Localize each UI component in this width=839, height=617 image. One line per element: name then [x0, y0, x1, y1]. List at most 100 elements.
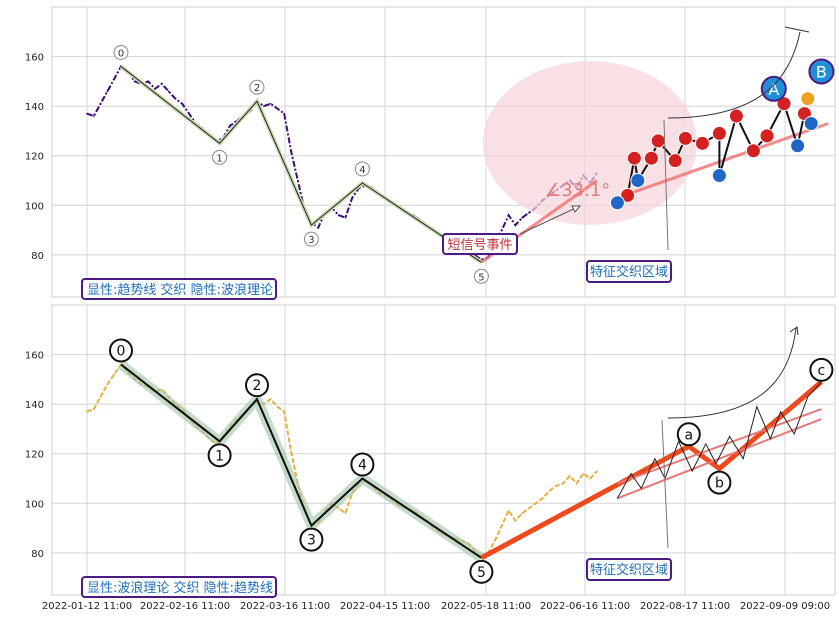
wave-line: [120, 66, 482, 263]
sell-signal-marker: [694, 135, 710, 151]
x-tick-label: 2022-04-15 11:00: [340, 601, 430, 612]
wave-label-circle: [113, 44, 129, 60]
y-tick-label: 160: [25, 53, 44, 64]
price-point: [528, 507, 530, 510]
price-point: [582, 472, 585, 475]
price-point: [161, 83, 163, 85]
wave-label: 2: [253, 378, 262, 394]
projection-cap: [784, 26, 810, 33]
sell-signal-marker: [643, 150, 659, 166]
price-point: [344, 216, 347, 219]
y-tick-label: 80: [31, 251, 44, 262]
big-marker-a: [760, 75, 787, 102]
price-point: [86, 112, 88, 115]
wave-label: 4: [359, 165, 365, 176]
price-point: [337, 214, 340, 217]
bottom-annotations: 特征交织区域: [586, 326, 822, 581]
bottom-legend-text: 显性:波浪理论 交织 隐性:趋势线: [87, 580, 273, 596]
orange-signal-marker: [800, 91, 816, 107]
x-tick-label: 2022-09-09 09:00: [740, 601, 830, 612]
price-point: [317, 226, 320, 229]
y-tick-label: 140: [25, 102, 44, 113]
price-point: [507, 509, 510, 512]
price-point: [535, 502, 537, 505]
wave-label-circle: [245, 373, 269, 398]
price-point: [113, 78, 115, 80]
price-point: [188, 112, 190, 115]
x-tick-label: 2022-08-17 11:00: [640, 601, 730, 612]
price-point: [528, 211, 530, 214]
wave-label: 2: [254, 83, 260, 94]
price-point: [99, 102, 102, 105]
price-point: [555, 485, 557, 487]
price-point: [337, 507, 340, 510]
price-point: [106, 383, 109, 386]
wave-label: 0: [118, 48, 124, 59]
correction-label: b: [715, 476, 724, 492]
price-point: [562, 482, 564, 485]
price-point: [596, 470, 598, 472]
wave-label: 1: [216, 153, 222, 164]
price-point: [106, 90, 109, 93]
bottom-wave-lines: 0 1 2 3 4 5 a b c: [109, 338, 834, 584]
price-point: [229, 125, 231, 127]
top-y-tick-labels: 80 100 120 140 160: [25, 53, 44, 262]
correction-label: c: [818, 363, 826, 379]
short-signal-box: [442, 233, 518, 255]
x-tick-label: 2022-05-18 11:00: [441, 601, 531, 612]
correction-wave: [480, 379, 824, 561]
sell-signal-marker: [759, 128, 775, 144]
wave-label-circle: [299, 527, 324, 552]
price-point: [269, 398, 272, 400]
short-signal-arrowhead: [571, 205, 582, 213]
x-tick-label: 2022-06-16 11:00: [540, 601, 630, 612]
zone-arrow: [661, 419, 669, 549]
correction-label-circle: [707, 470, 732, 495]
price-point: [167, 90, 170, 93]
wave-label-circle: [350, 452, 375, 477]
y-tick-label: 80: [31, 549, 44, 560]
projection-curve: [667, 327, 797, 419]
sell-signal-marker: [620, 187, 636, 203]
price-point: [514, 224, 517, 226]
price-point: [93, 115, 95, 117]
wave-label: 3: [307, 533, 316, 549]
buy-signal-marker: [609, 195, 625, 211]
price-point: [113, 373, 115, 376]
trend-line: [617, 418, 822, 500]
y-tick-label: 160: [25, 351, 44, 362]
wave-label-circle: [207, 443, 232, 468]
big-marker-label: B: [816, 62, 827, 81]
buy-signal-marker: [803, 115, 819, 131]
price-point: [99, 395, 102, 398]
price-point: [541, 497, 544, 500]
top-legend-text: 显性:趋势线 交织 隐性:波浪理论: [87, 282, 273, 298]
buy-signal-marker: [790, 138, 806, 154]
price-point: [507, 214, 510, 217]
price-point: [351, 197, 354, 199]
price-line: [86, 65, 598, 261]
price-point: [514, 519, 517, 522]
price-point: [174, 97, 177, 100]
price-point: [575, 482, 578, 485]
price-point: [494, 539, 496, 542]
price-point: [263, 105, 265, 107]
wave-label-circle: [212, 149, 228, 165]
zone-box: [586, 260, 672, 283]
price-point: [276, 405, 279, 408]
sell-signal-marker: [745, 143, 761, 159]
wave-line: [120, 363, 482, 559]
bottom-y-tick-labels: 80 100 120 140 160: [25, 351, 44, 560]
correction-label-circle: [676, 422, 701, 447]
wave-label: 5: [478, 272, 484, 283]
sell-signal-marker: [728, 108, 744, 124]
wave-label-circle: [469, 559, 494, 584]
wave-label: 5: [477, 565, 486, 581]
y-tick-label: 100: [25, 499, 44, 510]
x-tick-label: 2022-01-12 11:00: [42, 601, 132, 612]
top-legend-frame: [81, 278, 277, 300]
price-point: [521, 216, 523, 219]
bottom-plot-frame: [51, 304, 836, 596]
wave-label-circle: [303, 231, 319, 247]
